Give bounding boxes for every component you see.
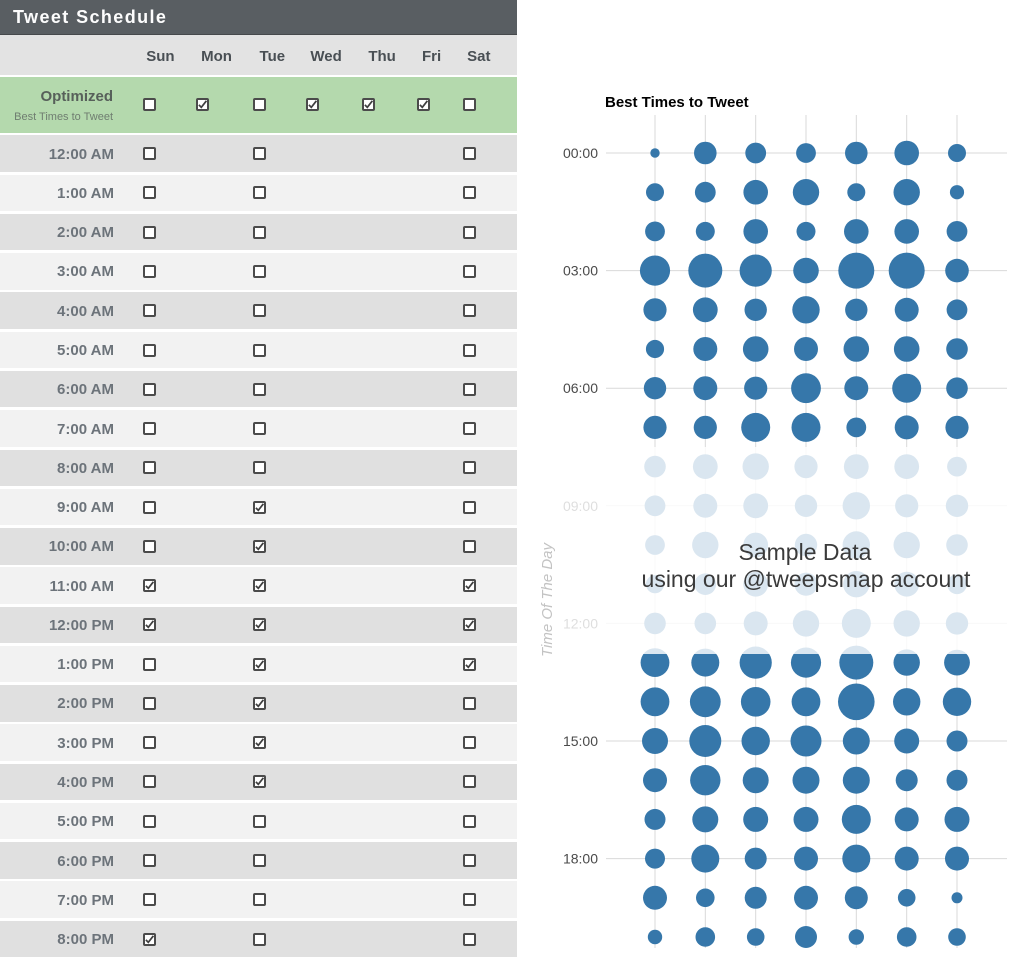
svg-text:15:00: 15:00 (563, 733, 598, 749)
svg-text:00:00: 00:00 (563, 145, 598, 161)
svg-text:18:00: 18:00 (563, 851, 598, 867)
svg-text:using our @tweepsmap account: using our @tweepsmap account (642, 566, 972, 592)
svg-text:Time Of The Day: Time Of The Day (539, 541, 556, 657)
svg-text:03:00: 03:00 (563, 263, 598, 279)
svg-text:Best Times to Tweet: Best Times to Tweet (605, 94, 749, 111)
svg-text:06:00: 06:00 (563, 380, 598, 396)
svg-text:Sample Data: Sample Data (739, 539, 872, 565)
